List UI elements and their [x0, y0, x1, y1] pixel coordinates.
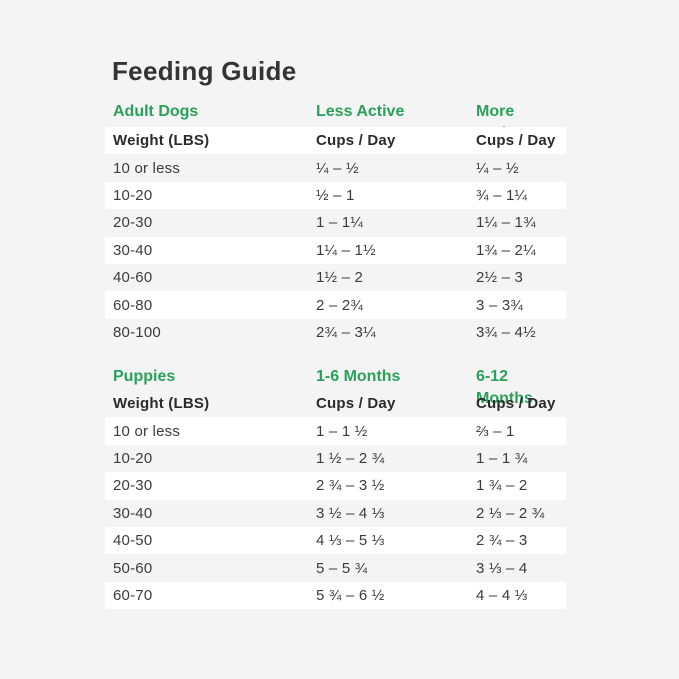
weight-header-cell: Weight (LBS)	[113, 132, 210, 150]
cups-cell: 3 ½ – 4 ⅓	[316, 504, 385, 522]
weight-cell: 20-30	[113, 214, 153, 232]
cups-cell: 2 ¾ – 3	[476, 532, 528, 550]
cups-cell: 1 ¾ – 2	[476, 477, 528, 495]
cups-cell: 2 – 2¾	[316, 296, 364, 314]
cups-cell: ¼ – ½	[476, 159, 519, 177]
table-header-row: Weight (LBS) Cups / Day Cups / Day	[105, 127, 566, 155]
cups-header-cell: Cups / Day	[316, 395, 396, 413]
table-row: 40-60 1½ – 2 2½ – 3	[105, 264, 566, 291]
cups-cell: ½ – 1	[316, 186, 355, 204]
cups-cell: 1 – 1 ¾	[476, 449, 528, 467]
table-row: 60-80 2 – 2¾ 3 – 3¾	[105, 291, 566, 319]
cups-cell: 4 ⅓ – 5 ⅓	[316, 532, 385, 550]
table-row: 50-60 5 – 5 ¾ 3 ⅓ – 4	[105, 554, 566, 581]
table-row: 30-40 1¼ – 1½ 1¾ – 2¼	[105, 236, 566, 264]
cups-header-cell: Cups / Day	[476, 132, 556, 150]
weight-cell: 10 or less	[113, 422, 181, 440]
table-row: 30-40 3 ½ – 4 ⅓ 2 ⅓ – 2 ¾	[105, 500, 566, 527]
cups-cell: 1¼ – 1¾	[476, 214, 536, 232]
column-title-less-active: Less Active	[316, 103, 405, 120]
weight-cell: 50-60	[113, 559, 153, 577]
cups-cell: 1½ – 2	[316, 269, 364, 287]
cups-cell: 1 – 1¼	[316, 214, 364, 232]
table-row: 40-50 4 ⅓ – 5 ⅓ 2 ¾ – 3	[105, 526, 566, 555]
cups-cell: 3¾ – 4½	[476, 323, 536, 341]
cups-cell: 5 ¾ – 6 ½	[316, 586, 385, 604]
cups-cell: ¾ – 1¼	[476, 186, 528, 204]
cups-cell: 4 – 4 ⅓	[476, 586, 528, 604]
cups-cell: 1¾ – 2¼	[476, 241, 536, 259]
section-title-adult-dogs: Adult Dogs	[113, 103, 199, 120]
table-row: 20-30 2 ¾ – 3 ½ 1 ¾ – 2	[105, 472, 566, 500]
table-row: 60-70 5 ¾ – 6 ½ 4 – 4 ⅓	[105, 581, 566, 610]
cups-cell: 3 – 3¾	[476, 296, 524, 314]
table-row: 20-30 1 – 1¼ 1¼ – 1¾	[105, 209, 566, 236]
cups-cell: 5 – 5 ¾	[316, 559, 368, 577]
weight-cell: 60-80	[113, 296, 153, 314]
cups-header-cell: Cups / Day	[476, 395, 556, 413]
weight-cell: 30-40	[113, 241, 153, 259]
cups-cell: 2½ – 3	[476, 269, 524, 287]
column-title-6-12-months: 6-12 Months	[476, 368, 533, 407]
weight-header-cell: Weight (LBS)	[113, 395, 210, 413]
cups-cell: 2 ⅓ – 2 ¾	[476, 504, 545, 522]
cups-cell: 1¼ – 1½	[316, 241, 376, 259]
weight-cell: 40-50	[113, 532, 153, 550]
weight-cell: 30-40	[113, 504, 153, 522]
table-row: 10-20 ½ – 1 ¾ – 1¼	[105, 181, 566, 210]
weight-cell: 60-70	[113, 586, 153, 604]
weight-cell: 10-20	[113, 186, 153, 204]
section-title-puppies: Puppies	[113, 368, 176, 385]
weight-cell: 10-20	[113, 449, 153, 467]
table-row: 10-20 1 ½ – 2 ¾ 1 – 1 ¾	[105, 445, 566, 472]
page-title: Feeding Guide	[112, 56, 297, 86]
cups-cell: ⅔ – 1	[476, 422, 515, 440]
cups-cell: 2 ¾ – 3 ½	[316, 477, 385, 495]
cups-header-cell: Cups / Day	[316, 132, 396, 150]
cups-cell: 3 ⅓ – 4	[476, 559, 528, 577]
column-title-1-6-months: 1-6 Months	[316, 368, 401, 385]
puppies-table: Weight (LBS) Cups / Day Cups / Day 10 or…	[105, 390, 566, 610]
table-header-row: Weight (LBS) Cups / Day Cups / Day	[105, 390, 566, 417]
weight-cell: 10 or less	[113, 159, 181, 177]
weight-cell: 40-60	[113, 269, 153, 287]
cups-cell: 2¾ – 3¼	[316, 323, 376, 341]
table-row: 10 or less 1 – 1 ½ ⅔ – 1	[105, 417, 566, 445]
weight-cell: 20-30	[113, 477, 153, 495]
table-row: 10 or less ¼ – ½ ¼ – ½	[105, 154, 566, 181]
cups-cell: 1 ½ – 2 ¾	[316, 449, 385, 467]
weight-cell: 80-100	[113, 323, 161, 341]
cups-cell: 1 – 1 ½	[316, 422, 368, 440]
cups-cell: ¼ – ½	[316, 159, 359, 177]
adult-dogs-table: Weight (LBS) Cups / Day Cups / Day 10 or…	[105, 127, 566, 346]
puppies-section-header: Puppies 1-6 Months 6-12 Months	[105, 366, 566, 410]
table-row: 80-100 2¾ – 3¼ 3¾ – 4½	[105, 319, 566, 346]
